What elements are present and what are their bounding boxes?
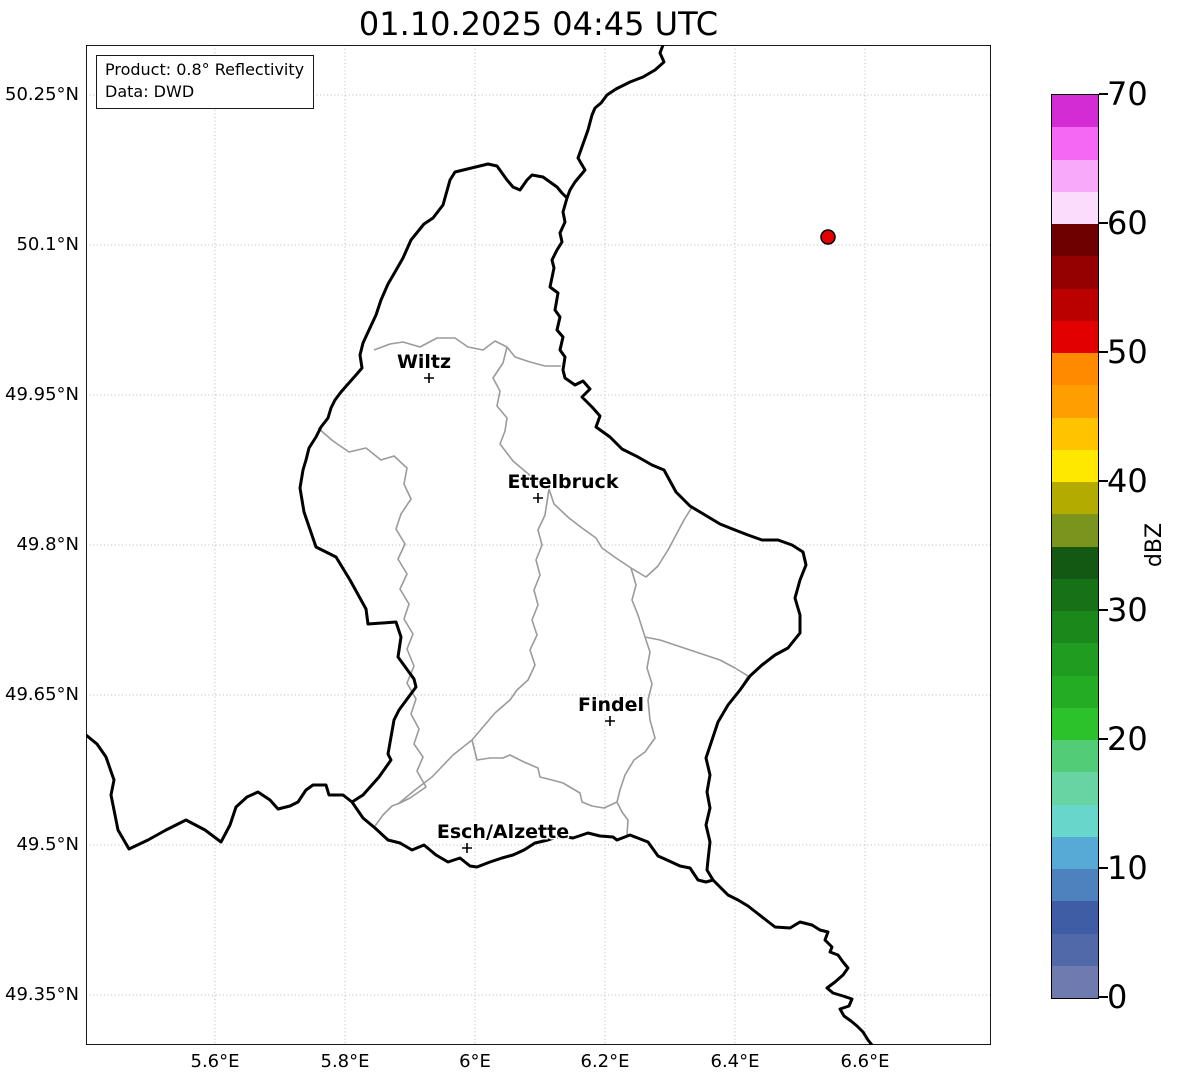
city-label-ettelbruck: Ettelbruck <box>508 471 619 493</box>
district-border-line <box>397 739 618 809</box>
colorbar-band <box>1052 578 1098 611</box>
colorbar-band <box>1052 482 1098 515</box>
district-border-line <box>373 337 561 367</box>
y-tick-label: 49.65°N <box>5 684 79 705</box>
colorbar-tick-label: 50 <box>1107 333 1148 371</box>
city-marker-esch-alzette <box>462 843 472 853</box>
colorbar-tick-label: 70 <box>1107 75 1148 113</box>
colorbar-band <box>1052 159 1098 192</box>
colorbar-tick-label: 0 <box>1107 978 1128 1016</box>
x-tick-label: 6°E <box>459 1051 491 1072</box>
district-border-line <box>471 488 550 741</box>
radar-site-marker <box>820 229 836 245</box>
y-tick-label: 50.1°N <box>16 234 79 255</box>
colorbar <box>1051 94 1099 999</box>
legend-data-line: Data: DWD <box>105 82 195 101</box>
colorbar-tick-mark <box>1099 222 1108 224</box>
colorbar-band <box>1052 127 1098 160</box>
colorbar-band <box>1052 643 1098 676</box>
y-tick-label: 49.8°N <box>16 534 79 555</box>
colorbar-band <box>1052 449 1098 482</box>
city-marker-ettelbruck <box>533 493 543 503</box>
x-tick-label: 6.6°E <box>840 1051 890 1072</box>
colorbar-tick-label: 30 <box>1107 591 1148 629</box>
district-border-line <box>630 567 646 638</box>
figure-title: 01.10.2025 04:45 UTC <box>358 5 719 43</box>
colorbar-band <box>1052 804 1098 837</box>
colorbar-band <box>1052 772 1098 805</box>
colorbar-tick-mark <box>1099 996 1108 998</box>
y-tick-label: 50.25°N <box>5 84 79 105</box>
border-france-germany-southeast <box>711 878 874 1045</box>
colorbar-band <box>1052 288 1098 321</box>
colorbar-tick-mark <box>1099 738 1108 740</box>
map-plot-area: Wiltz Ettelbruck Findel Esch/Alzette <box>86 45 991 1045</box>
colorbar-tick-mark <box>1099 351 1108 353</box>
colorbar-band <box>1052 836 1098 869</box>
border-france-belgium-west <box>86 733 354 851</box>
colorbar-tick-label: 40 <box>1107 462 1148 500</box>
city-marker-findel <box>605 716 615 726</box>
district-border-line <box>492 346 693 578</box>
colorbar-band <box>1052 933 1098 966</box>
luxembourg-country-border <box>298 162 808 884</box>
city-marker-wiltz <box>424 373 434 383</box>
colorbar-band <box>1052 675 1098 708</box>
colorbar-band <box>1052 869 1098 902</box>
x-tick-label: 5.6°E <box>190 1051 240 1072</box>
colorbar-tick-mark <box>1099 609 1108 611</box>
colorbar-band <box>1052 546 1098 579</box>
colorbar-band <box>1052 191 1098 224</box>
legend-box: Product: 0.8° Reflectivity Data: DWD <box>96 55 315 109</box>
colorbar-tick-mark <box>1099 867 1108 869</box>
colorbar-band <box>1052 901 1098 934</box>
district-border-line <box>616 636 656 836</box>
colorbar-band <box>1052 353 1098 386</box>
district-border-line <box>317 427 427 827</box>
colorbar-tick-mark <box>1099 93 1108 95</box>
colorbar-band <box>1052 224 1098 257</box>
colorbar-tick-label: 20 <box>1107 720 1148 758</box>
city-label-findel: Findel <box>578 694 644 716</box>
city-label-esch-alzette: Esch/Alzette <box>437 821 569 843</box>
y-tick-label: 49.35°N <box>5 984 79 1005</box>
border-germany-belgium-north <box>565 45 666 200</box>
x-tick-label: 6.2°E <box>580 1051 630 1072</box>
y-tick-label: 49.95°N <box>5 384 79 405</box>
plot-border <box>86 45 991 1045</box>
city-label-wiltz: Wiltz <box>397 351 451 373</box>
y-tick-label: 49.5°N <box>16 834 79 855</box>
colorbar-band <box>1052 256 1098 289</box>
colorbar-band <box>1052 707 1098 740</box>
legend-product-line: Product: 0.8° Reflectivity <box>105 60 305 79</box>
colorbar-band <box>1052 611 1098 644</box>
colorbar-band <box>1052 514 1098 547</box>
x-tick-label: 5.8°E <box>320 1051 370 1072</box>
colorbar-band <box>1052 385 1098 418</box>
colorbar-tick-label: 60 <box>1107 204 1148 242</box>
colorbar-band <box>1052 95 1098 128</box>
colorbar-band <box>1052 320 1098 353</box>
colorbar-tick-mark <box>1099 480 1108 482</box>
colorbar-unit-label: dBZ <box>1142 522 1167 568</box>
colorbar-tick-label: 10 <box>1107 849 1148 887</box>
x-tick-label: 6.4°E <box>710 1051 760 1072</box>
colorbar-band <box>1052 965 1098 998</box>
colorbar-band <box>1052 417 1098 450</box>
colorbar-band <box>1052 740 1098 773</box>
district-border-line <box>644 636 749 691</box>
